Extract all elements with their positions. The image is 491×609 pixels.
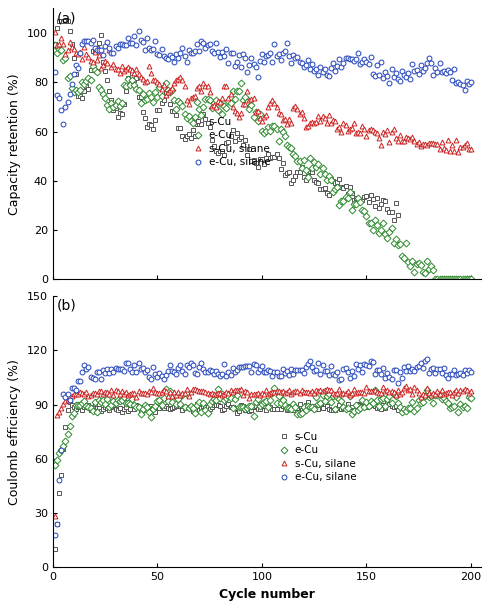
e-Cu bbox=[52, 462, 58, 469]
e-Cu bbox=[129, 76, 135, 83]
s-Cu bbox=[177, 402, 183, 409]
s-Cu bbox=[320, 186, 326, 193]
e-Cu bbox=[468, 394, 474, 401]
e-Cu bbox=[468, 276, 474, 283]
e-Cu, silane bbox=[79, 41, 85, 48]
e-Cu bbox=[163, 385, 169, 393]
e-Cu bbox=[272, 384, 277, 392]
e-Cu, silane bbox=[451, 66, 457, 73]
s-Cu bbox=[64, 17, 70, 24]
e-Cu bbox=[449, 276, 455, 283]
s-Cu bbox=[62, 423, 68, 431]
e-Cu, silane bbox=[163, 371, 169, 379]
e-Cu, silane bbox=[52, 532, 58, 539]
e-Cu bbox=[77, 401, 83, 409]
s-Cu bbox=[92, 401, 98, 408]
Text: (b): (b) bbox=[57, 299, 77, 313]
Y-axis label: Coulomb efficiency (%): Coulomb efficiency (%) bbox=[8, 359, 21, 505]
s-Cu bbox=[286, 168, 292, 175]
Line: s-Cu: s-Cu bbox=[53, 400, 400, 552]
s-Cu bbox=[320, 404, 326, 412]
e-Cu, silane bbox=[136, 27, 141, 35]
e-Cu bbox=[52, 41, 58, 48]
s-Cu bbox=[305, 399, 311, 406]
Y-axis label: Capacity retention (%): Capacity retention (%) bbox=[8, 73, 22, 214]
s-Cu, silane bbox=[468, 146, 474, 153]
e-Cu, silane bbox=[435, 365, 440, 373]
e-Cu, silane bbox=[436, 59, 442, 66]
s-Cu bbox=[391, 216, 397, 224]
s-Cu bbox=[180, 133, 186, 140]
e-Cu bbox=[69, 412, 75, 420]
e-Cu bbox=[163, 79, 169, 86]
s-Cu, silane bbox=[77, 49, 83, 56]
Line: s-Cu, silane: s-Cu, silane bbox=[53, 383, 473, 519]
e-Cu, silane bbox=[468, 78, 474, 85]
s-Cu, silane bbox=[163, 387, 169, 394]
e-Cu bbox=[449, 404, 455, 411]
Text: (a): (a) bbox=[57, 11, 77, 25]
s-Cu bbox=[85, 401, 91, 409]
s-Cu, silane bbox=[52, 28, 58, 35]
s-Cu, silane bbox=[69, 43, 75, 51]
Line: s-Cu, silane: s-Cu, silane bbox=[53, 29, 473, 154]
e-Cu, silane bbox=[71, 70, 77, 77]
Legend: s-Cu, e-Cu, s-Cu, silane, e-Cu, silane: s-Cu, e-Cu, s-Cu, silane, e-Cu, silane bbox=[278, 432, 356, 482]
s-Cu, silane bbox=[435, 387, 440, 395]
e-Cu bbox=[435, 276, 440, 283]
s-Cu, silane bbox=[77, 389, 83, 396]
e-Cu, silane bbox=[69, 385, 75, 392]
e-Cu, silane bbox=[132, 32, 137, 39]
Line: e-Cu: e-Cu bbox=[53, 385, 473, 468]
Line: e-Cu, silane: e-Cu, silane bbox=[53, 29, 473, 126]
s-Cu, silane bbox=[403, 382, 409, 389]
e-Cu, silane bbox=[129, 368, 135, 376]
e-Cu, silane bbox=[60, 120, 66, 127]
e-Cu, silane bbox=[77, 377, 83, 384]
s-Cu bbox=[87, 67, 93, 74]
e-Cu, silane bbox=[52, 68, 58, 76]
e-Cu, silane bbox=[167, 52, 173, 59]
e-Cu bbox=[69, 84, 75, 91]
s-Cu bbox=[284, 406, 290, 414]
s-Cu, silane bbox=[456, 148, 462, 155]
e-Cu, silane bbox=[424, 356, 430, 363]
s-Cu, silane bbox=[468, 388, 474, 395]
s-Cu bbox=[58, 17, 64, 24]
Line: e-Cu: e-Cu bbox=[53, 42, 473, 282]
e-Cu bbox=[77, 86, 83, 94]
e-Cu bbox=[129, 395, 135, 403]
s-Cu, silane bbox=[69, 392, 75, 400]
s-Cu, silane bbox=[163, 91, 169, 99]
s-Cu bbox=[52, 546, 58, 553]
Line: s-Cu: s-Cu bbox=[53, 18, 400, 222]
s-Cu, silane bbox=[129, 66, 135, 74]
e-Cu bbox=[433, 275, 438, 283]
s-Cu bbox=[52, 40, 58, 48]
e-Cu, silane bbox=[468, 368, 474, 376]
e-Cu, silane bbox=[449, 370, 455, 377]
s-Cu, silane bbox=[449, 392, 455, 399]
s-Cu, silane bbox=[129, 390, 135, 397]
s-Cu, silane bbox=[52, 513, 58, 520]
Legend: s-Cu, e-Cu, s-Cu, silane, e-Cu, silane: s-Cu, e-Cu, s-Cu, silane, e-Cu, silane bbox=[192, 116, 271, 167]
Line: e-Cu, silane: e-Cu, silane bbox=[53, 357, 473, 538]
s-Cu bbox=[94, 44, 100, 52]
s-Cu bbox=[395, 406, 401, 414]
s-Cu bbox=[395, 212, 401, 219]
X-axis label: Cycle number: Cycle number bbox=[219, 588, 315, 600]
e-Cu bbox=[435, 392, 440, 399]
s-Cu, silane bbox=[433, 141, 438, 148]
s-Cu, silane bbox=[447, 147, 453, 155]
